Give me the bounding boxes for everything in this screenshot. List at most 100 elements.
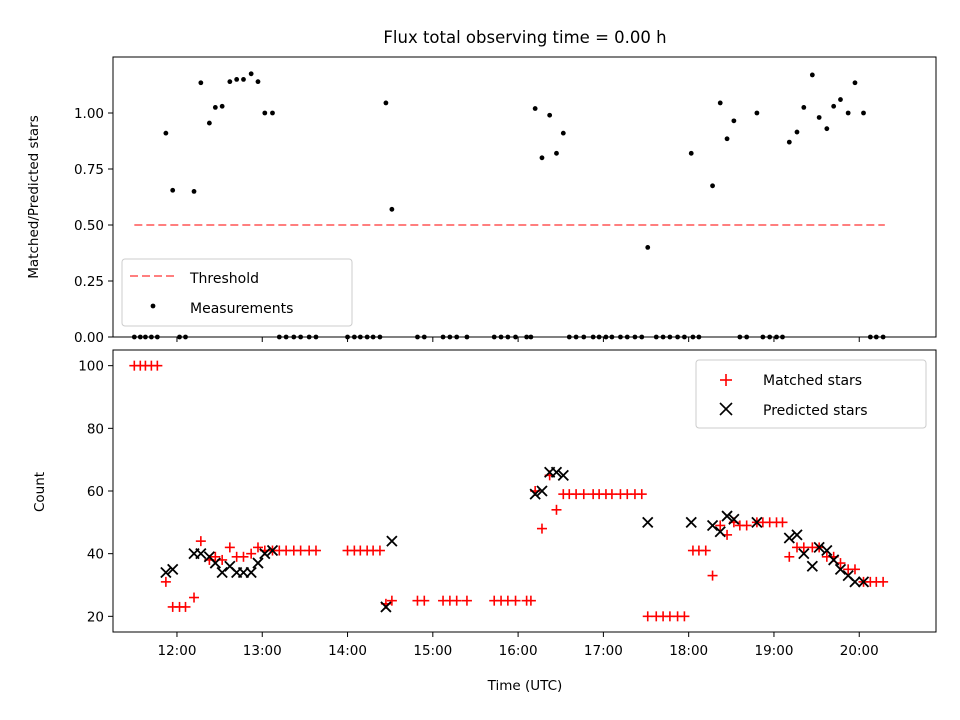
predicted-star-point: [252, 557, 264, 569]
matched-star-point: [419, 595, 430, 606]
bottom-x-tick-label: 15:00: [413, 643, 452, 659]
matched-star-point: [715, 520, 726, 531]
top-y-tick-label: 0.25: [74, 274, 104, 290]
predicted-star-point: [806, 560, 818, 572]
measurement-point: [688, 150, 694, 156]
bottom-legend-box: [695, 359, 927, 429]
matched-star-point: [374, 545, 385, 556]
predicted-star-point: [849, 576, 861, 588]
bottom-legend: Matched stars Predicted stars: [695, 359, 927, 429]
measurement-point: [389, 206, 395, 212]
measurement-point: [198, 80, 204, 86]
top-y-ticks: 0.00 0.25 0.50 0.75 1.00: [74, 106, 113, 346]
predicted-star-point: [728, 513, 740, 525]
top-legend: Threshold Measurements: [121, 258, 353, 327]
matched-star-point: [189, 592, 200, 603]
predicted-star-point: [216, 566, 228, 579]
matched-star-point: [252, 542, 263, 553]
top-y-axis-label: Matched/Predicted stars: [26, 115, 42, 278]
predicted-star-point: [380, 601, 392, 613]
bottom-y-axis-label: Count: [32, 472, 48, 512]
predicted-star-point: [386, 535, 398, 547]
predicted-star-point: [245, 566, 257, 579]
matched-star-point: [195, 536, 206, 547]
measurements-legend-swatch: [150, 303, 156, 309]
matched-star-point: [386, 595, 397, 606]
measurement-point: [724, 136, 730, 142]
bottom-y-tick-label: 100: [78, 359, 104, 375]
predicted-star-point: [195, 548, 207, 560]
measurement-point: [824, 126, 830, 132]
threshold-legend-label: Threshold: [189, 271, 259, 287]
matched-star-point: [152, 360, 163, 371]
matched-star-point: [510, 595, 521, 606]
matched-star-point: [451, 595, 462, 606]
predicted-star-point: [813, 541, 825, 554]
matched-star-point: [642, 611, 653, 622]
matched-star-point: [707, 570, 718, 581]
top-y-tick-label: 1.00: [74, 106, 104, 122]
bottom-x-tick-label: 17:00: [584, 643, 623, 659]
matched-stars-series: [129, 360, 889, 622]
measurement-point: [248, 71, 254, 77]
predicted-star-point: [160, 566, 172, 579]
top-y-tick-label: 0.75: [74, 162, 104, 178]
measurement-point: [560, 130, 566, 136]
matched-star-point: [606, 489, 617, 500]
figure-title: Flux total observing time = 0.00 h: [383, 28, 666, 47]
measurement-point: [163, 130, 169, 136]
predicted-stars-legend-swatch: [719, 402, 733, 416]
matched-star-point: [700, 545, 711, 556]
matched-star-point: [536, 523, 547, 534]
matched-star-point: [798, 542, 809, 553]
measurement-point: [754, 110, 760, 116]
bottom-x-tick-label: 19:00: [755, 643, 794, 659]
matched-star-point: [224, 542, 235, 553]
predicted-star-point: [259, 548, 271, 560]
predicted-star-point: [266, 544, 279, 557]
predicted-star-point: [550, 466, 563, 478]
bottom-x-tick-label: 16:00: [499, 643, 538, 659]
measurement-point: [383, 100, 389, 106]
bottom-x-tick-label: 12:00: [158, 643, 197, 659]
measurement-point: [219, 103, 225, 109]
matched-stars-legend-swatch: [720, 374, 732, 386]
bottom-x-tick-label: 13:00: [243, 643, 282, 659]
measurement-point: [191, 189, 197, 194]
measurement-point: [717, 100, 723, 106]
bottom-y-tick-label: 20: [87, 609, 104, 625]
matched-star-point: [578, 489, 589, 500]
predicted-stars-series: [160, 466, 870, 613]
predicted-star-point: [557, 469, 569, 481]
matched-star-point: [636, 489, 647, 500]
measurement-point: [801, 105, 807, 110]
matched-star-point: [180, 601, 191, 612]
predicted-stars-legend-label: Predicted stars: [763, 403, 868, 419]
predicted-star-point: [714, 526, 726, 538]
bottom-y-tick-label: 60: [87, 484, 104, 500]
measurement-point: [170, 187, 176, 193]
predicted-star-point: [791, 529, 803, 541]
bottom-x-tick-label: 20:00: [840, 643, 879, 659]
x-axis-label: Time (UTC): [487, 678, 563, 694]
predicted-star-point: [821, 544, 833, 557]
matched-star-point: [551, 504, 562, 515]
matched-star-point: [238, 551, 249, 562]
matched-star-point: [784, 551, 795, 562]
measurement-point: [241, 77, 246, 82]
measurement-point: [262, 110, 268, 116]
matched-star-point: [310, 545, 321, 556]
bottom-y-tick-label: 40: [87, 547, 104, 563]
measurement-point: [270, 110, 275, 116]
matched-star-point: [295, 545, 306, 556]
bottom-x-tick-label: 14:00: [328, 643, 367, 659]
matched-star-point: [210, 551, 221, 562]
predicted-star-point: [834, 563, 847, 575]
predicted-star-point: [536, 485, 548, 497]
measurement-point: [255, 79, 261, 85]
bottom-x-ticks: 12:00 13:00 14:00 15:00 16:00 17:00 18:00 19:00…: [158, 632, 879, 659]
predicted-star-point: [828, 554, 840, 566]
predicted-star-point: [721, 510, 733, 522]
matched-star-point: [160, 576, 171, 587]
predicted-star-point: [857, 576, 870, 588]
